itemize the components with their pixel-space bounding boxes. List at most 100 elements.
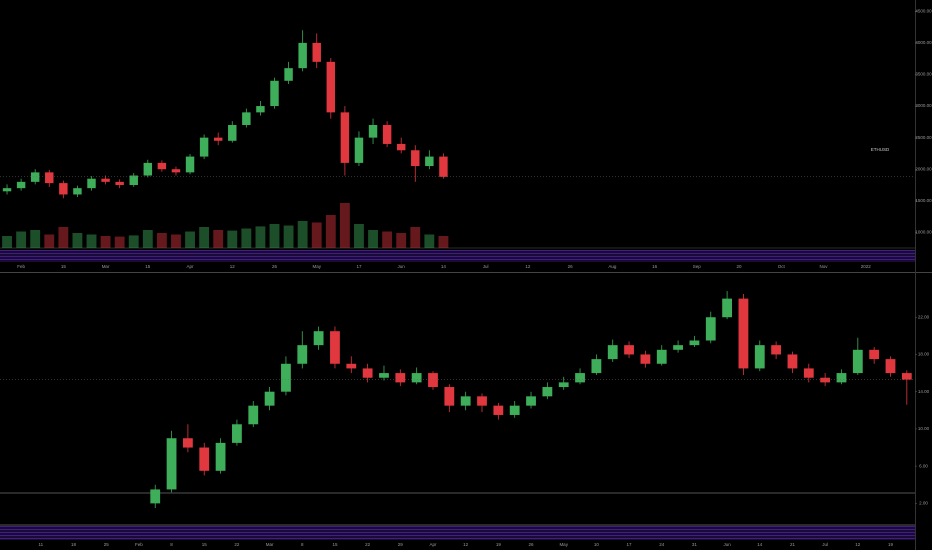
candle-body — [284, 68, 293, 81]
x-tick-label: 12 — [855, 542, 861, 547]
candle-body — [150, 489, 161, 504]
candle-body — [689, 340, 700, 346]
x-tick-label: 17 — [356, 264, 362, 269]
x-tick-label: Mar — [102, 264, 110, 269]
x-tick-label: 8 — [301, 542, 304, 547]
x-tick-label: 8 — [170, 542, 173, 547]
volume-bar — [100, 236, 111, 248]
candle-body — [640, 354, 651, 364]
x-tick-label: 26 — [529, 542, 535, 547]
y-tick-label: 4000.00 — [915, 40, 932, 45]
x-tick-label: 19 — [888, 542, 894, 547]
candle-body — [705, 317, 716, 341]
candle-body — [228, 125, 237, 141]
candle-body — [215, 442, 226, 471]
candle-body — [166, 438, 177, 490]
x-tick-label: 15 — [61, 264, 67, 269]
candle-body — [143, 162, 153, 176]
x-tick-label: Mar — [266, 542, 274, 547]
volume-bar — [30, 230, 41, 248]
candle-body — [575, 373, 585, 383]
candle-body — [183, 438, 193, 448]
x-tick-label: 31 — [692, 542, 698, 547]
candle-body — [673, 345, 683, 350]
x-tick-label: Aug — [608, 264, 617, 269]
volume-bar — [2, 236, 12, 248]
volume-bar — [142, 230, 153, 248]
x-tick-label: 18 — [71, 542, 77, 547]
x-tick-label: 26 — [568, 264, 574, 269]
candle-body — [115, 181, 124, 185]
candle-body — [199, 137, 209, 157]
candle-body — [428, 373, 438, 388]
y-tick-label: 1000.00 — [915, 230, 932, 235]
candle-body — [256, 106, 265, 113]
x-tick-label: 12 — [230, 264, 236, 269]
x-tick-label: Jun — [723, 542, 731, 547]
y-tick-label: 6.00 — [919, 463, 928, 468]
volume-bar — [410, 227, 421, 248]
volume-bar — [382, 231, 393, 248]
candle-body — [411, 373, 422, 383]
candle-body — [396, 143, 406, 151]
volume-bar — [241, 228, 252, 248]
candle-body — [157, 162, 167, 170]
candle-body — [362, 368, 373, 378]
y-tick-label: 18.00 — [918, 352, 930, 357]
volume-bar — [156, 233, 167, 248]
y-tick-label: 2500.00 — [915, 135, 932, 140]
candle-body — [591, 359, 602, 374]
volume-bar — [128, 235, 139, 248]
candle-body — [16, 181, 26, 189]
volume-bar — [44, 234, 55, 248]
symbol-label: ETHUSD — [871, 147, 890, 152]
candle-body — [213, 137, 223, 141]
candle-body — [270, 80, 279, 107]
candle-body — [771, 345, 782, 355]
candle-body — [836, 373, 847, 383]
volume-bar — [325, 215, 336, 248]
candle-body — [460, 396, 471, 406]
candle-body — [477, 396, 487, 406]
x-tick-label: Apr — [187, 264, 195, 269]
candle-body — [379, 373, 389, 378]
x-tick-label: 2022 — [861, 264, 872, 269]
x-tick-label: 15 — [145, 264, 151, 269]
candle-body — [346, 363, 357, 369]
candle-body — [340, 112, 350, 163]
candle-body — [199, 447, 210, 471]
candle-body — [803, 368, 814, 378]
candle-body — [171, 169, 181, 173]
x-tick-label: 11 — [39, 542, 44, 547]
x-tick-label: 24 — [659, 542, 665, 547]
volume-bar — [424, 234, 435, 248]
candle-body — [607, 345, 618, 360]
candle-body — [129, 175, 138, 185]
candle-body — [901, 373, 912, 380]
x-tick-label: 14 — [441, 264, 447, 269]
volume-bar — [213, 230, 224, 248]
oscillator-strip — [0, 526, 915, 540]
x-tick-label: Oct — [778, 264, 786, 269]
candle-body — [248, 405, 259, 425]
candle-body — [2, 188, 12, 192]
x-tick-label: 26 — [272, 264, 278, 269]
candle-body — [232, 424, 242, 443]
candle-body — [738, 298, 749, 369]
y-tick-label: 4500.00 — [915, 9, 932, 14]
x-tick-label: 25 — [104, 542, 110, 547]
volume-bar — [114, 236, 125, 248]
candle-body — [354, 137, 364, 163]
x-tick-label: Jul — [483, 264, 489, 269]
candle-body — [493, 405, 504, 415]
candle-body — [395, 373, 406, 383]
volume-bar — [368, 230, 378, 248]
candle-body — [30, 172, 40, 182]
volume-bar — [255, 226, 266, 248]
candle-body — [754, 345, 765, 369]
x-tick-label: 12 — [525, 264, 531, 269]
y-tick-label: 2.00 — [919, 501, 928, 506]
candle-body — [297, 345, 308, 364]
